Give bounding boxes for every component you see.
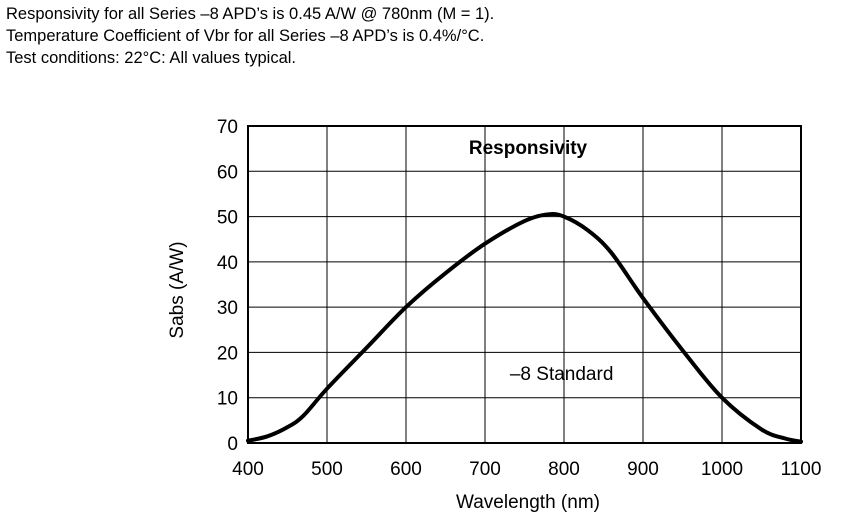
- chart-grid: [248, 126, 801, 443]
- x-tick-label-900: 900: [627, 459, 659, 480]
- x-tick-label-400: 400: [232, 459, 264, 480]
- x-axis-ticks: 400 500 600 700 800 900 1000 1100: [232, 459, 821, 480]
- note-line-temperature: Temperature Coefficient of Vbr for all S…: [6, 27, 485, 45]
- y-axis-ticks: 0 10 20 30 40 50 60 70: [217, 117, 238, 455]
- y-tick-label-70: 70: [217, 117, 238, 138]
- plot-frame: [247, 125, 802, 444]
- y-tick-label-20: 20: [217, 343, 238, 364]
- x-tick-label-700: 700: [469, 459, 501, 480]
- notes-block: Responsivity for all Series –8 APD’s is …: [6, 3, 494, 69]
- series-line-8-standard: [246, 211, 803, 444]
- chart-title: Responsivity: [469, 138, 588, 159]
- x-tick-label-1100: 1100: [781, 459, 822, 480]
- x-tick-label-800: 800: [548, 459, 580, 480]
- y-tick-label-50: 50: [217, 208, 238, 229]
- y-tick-label-30: 30: [217, 298, 238, 319]
- note-line-test-conditions: Test conditions: 22°C: All values typica…: [6, 49, 296, 67]
- x-axis-label: Wavelength (nm): [456, 492, 600, 513]
- x-tick-label-600: 600: [390, 459, 422, 480]
- y-tick-label-10: 10: [217, 389, 238, 410]
- series-annotation-8-standard: –8 Standard: [510, 364, 614, 385]
- y-tick-label-0: 0: [227, 434, 238, 455]
- y-axis-label: Sabs (A/W): [167, 241, 188, 338]
- x-tick-label-500: 500: [311, 459, 343, 480]
- note-line-responsivity: Responsivity for all Series –8 APD’s is …: [6, 5, 495, 23]
- y-tick-label-60: 60: [217, 162, 238, 183]
- x-tick-label-1000: 1000: [701, 459, 743, 480]
- y-tick-label-40: 40: [217, 253, 238, 274]
